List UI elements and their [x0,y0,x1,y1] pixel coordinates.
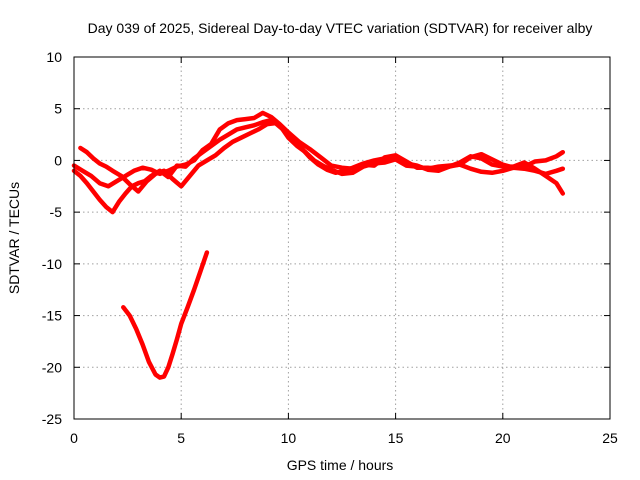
x-tick-label: 0 [70,430,78,446]
y-tick-label: -10 [42,256,62,272]
y-tick-label: 10 [46,49,62,65]
y-tick-label: -5 [50,204,63,220]
y-tick-labels: -25 -20 -15 -10 -5 0 5 10 [42,49,62,427]
x-tick-label: 25 [602,430,618,446]
x-tick-label: 20 [495,430,511,446]
y-tick-label: 5 [54,101,62,117]
series-line-arc-3 [71,110,566,189]
y-tick-label: -15 [42,308,62,324]
series-line-arc-4 [121,250,210,380]
axis-ticks [73,56,611,420]
y-tick-label: -25 [42,411,62,427]
x-tick-label: 10 [281,430,297,446]
series-layer [71,110,566,380]
x-tick-label: 5 [177,430,185,446]
plot-frame [73,56,611,420]
y-tick-label: -20 [42,359,62,375]
y-tick-label: 0 [54,152,62,168]
grid-lines [74,57,610,419]
y-axis-label: SDTVAR / TECUs [6,182,22,294]
x-axis-label: GPS time / hours [287,457,394,473]
x-tick-label: 15 [388,430,404,446]
x-tick-labels: 0 5 10 15 20 25 [70,430,618,446]
chart-title: Day 039 of 2025, Sidereal Day-to-day VTE… [88,20,593,36]
